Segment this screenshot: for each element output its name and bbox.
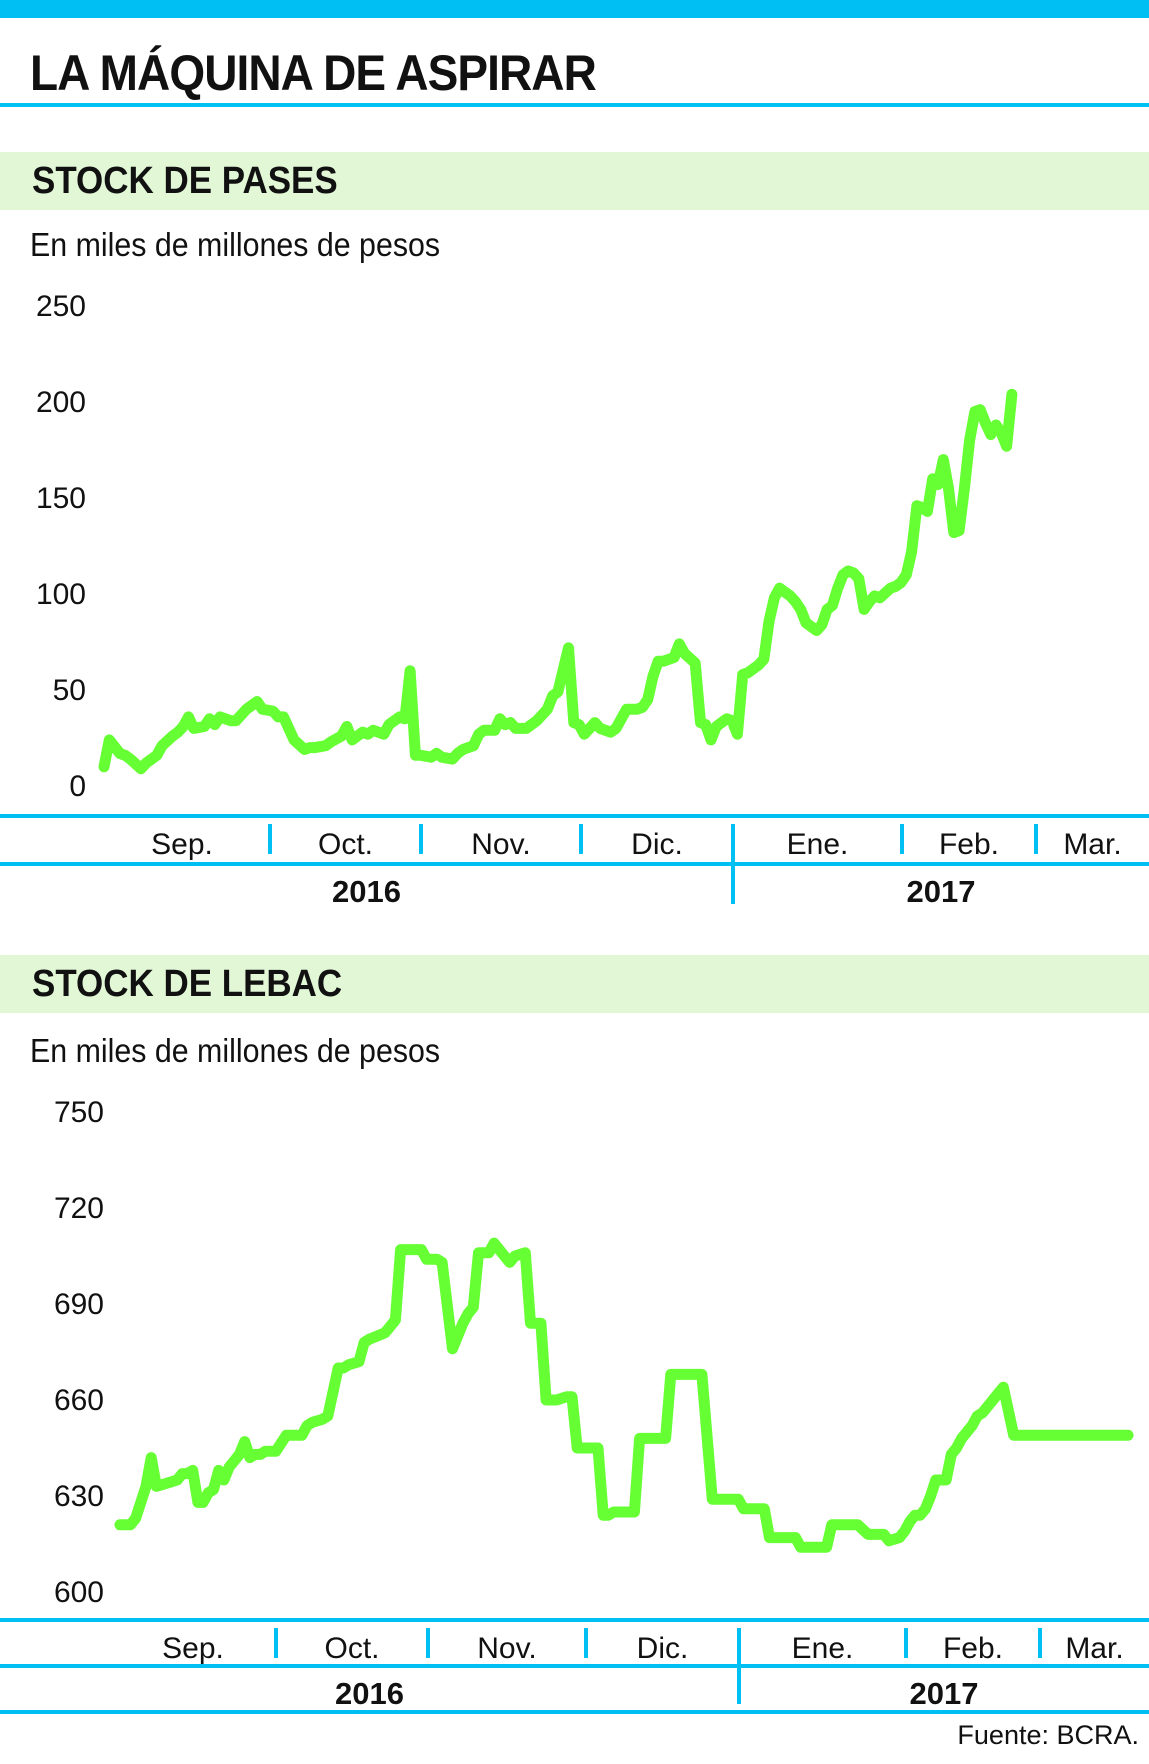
y-tick-label: 0 — [69, 770, 86, 803]
month-label: Mar. — [1063, 828, 1121, 861]
month-divider — [904, 1628, 908, 1658]
chart-title-lebac: STOCK DE LEBAC — [32, 963, 343, 1005]
y-tick-label: 750 — [54, 1096, 104, 1129]
y-tick-label: 600 — [54, 1576, 104, 1609]
month-divider — [419, 824, 423, 854]
chart-pases: 250 200 150 100 50 0 Sep. Oct. Nov. Dic. Ene. Feb. M… — [0, 290, 1149, 909]
unit-label-pases: En miles de millones de pesos — [30, 226, 441, 263]
month-label: Dic. — [637, 1632, 689, 1665]
axis-top-line — [0, 814, 1149, 818]
month-divider — [268, 824, 272, 854]
source-note: Fuente: BCRA. — [957, 1720, 1139, 1750]
title-underline — [0, 103, 1149, 107]
month-divider — [579, 824, 583, 854]
section-band-lebac: STOCK DE LEBAC — [0, 955, 1149, 1013]
chart-lebac: 750 720 690 660 630 600 Sep. Oct. Nov. Dic. Ene. Fe… — [0, 1096, 1149, 1714]
chart-title-pases: STOCK DE PASES — [32, 160, 338, 202]
y-tick-label: 660 — [54, 1384, 104, 1417]
section-band-pases: STOCK DE PASES — [0, 152, 1149, 210]
year-label: 2016 — [332, 874, 401, 909]
month-label: Sep. — [151, 828, 213, 861]
axis-middle-line — [0, 862, 1149, 866]
month-label: Dic. — [631, 828, 683, 861]
month-divider — [1038, 1628, 1042, 1658]
month-divider — [274, 1628, 278, 1658]
month-label: Nov. — [477, 1632, 536, 1665]
axis-middle-line — [0, 1664, 1149, 1668]
month-label: Ene. — [787, 828, 849, 861]
y-tick-label: 630 — [54, 1480, 104, 1513]
y-tick-label: 150 — [36, 482, 86, 515]
month-divider — [1034, 824, 1038, 854]
y-tick-label: 200 — [36, 386, 86, 419]
y-tick-label: 100 — [36, 578, 86, 611]
unit-label-lebac: En miles de millones de pesos — [30, 1032, 441, 1069]
year-label: 2016 — [335, 1676, 404, 1711]
series-line — [114, 1237, 1134, 1553]
y-tick-label: 690 — [54, 1288, 104, 1321]
year-label: 2017 — [910, 1676, 979, 1711]
month-label: Oct. — [324, 1632, 379, 1665]
month-divider — [584, 1628, 588, 1658]
y-tick-label: 250 — [36, 290, 86, 323]
month-label: Ene. — [792, 1632, 854, 1665]
month-label: Oct. — [318, 828, 373, 861]
month-label: Feb. — [939, 828, 999, 861]
month-label: Sep. — [162, 1632, 224, 1665]
month-label: Mar. — [1065, 1632, 1123, 1665]
year-divider — [737, 1628, 741, 1704]
y-tick-label: 720 — [54, 1192, 104, 1225]
month-divider — [900, 824, 904, 854]
axis-bottom-line — [0, 1710, 1149, 1714]
series-line — [98, 388, 1018, 775]
page-title: LA MÁQUINA DE ASPIRAR — [30, 45, 597, 101]
y-tick-label: 50 — [53, 674, 86, 707]
top-accent-bar — [0, 0, 1149, 18]
year-divider — [731, 824, 735, 904]
year-label: 2017 — [907, 874, 976, 909]
axis-top-line — [0, 1618, 1149, 1622]
month-label: Feb. — [943, 1632, 1003, 1665]
month-divider — [426, 1628, 430, 1658]
month-label: Nov. — [471, 828, 530, 861]
